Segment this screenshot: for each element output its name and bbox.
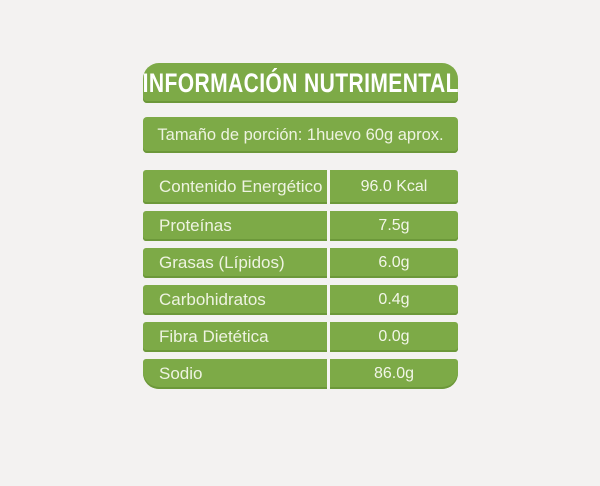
table-row: Sodio 86.0g	[143, 359, 458, 389]
table-row: Proteínas 7.5g	[143, 211, 458, 241]
nutrient-value: 96.0 Kcal	[327, 170, 458, 204]
nutrition-label: INFORMACIÓN NUTRIMENTAL Tamaño de porció…	[142, 63, 459, 389]
table-row: Carbohidratos 0.4g	[143, 285, 458, 315]
nutrient-name: Fibra Dietética	[159, 327, 269, 346]
nutrition-label-title: INFORMACIÓN NUTRIMENTAL	[142, 67, 459, 98]
table-row: Fibra Dietética 0.0g	[143, 322, 458, 352]
serving-size-bar: Tamaño de porción: 1huevo 60g aprox.	[143, 117, 458, 153]
nutrient-name: Grasas (Lípidos)	[159, 253, 285, 272]
nutrient-value: 7.5g	[327, 211, 458, 241]
nutrient-name: Contenido Energético	[159, 177, 323, 196]
nutrient-value: 0.0g	[327, 322, 458, 352]
nutrient-value: 0.4g	[327, 285, 458, 315]
nutrition-table: Contenido Energético 96.0 Kcal Proteínas…	[143, 170, 458, 389]
nutrient-name: Carbohidratos	[159, 290, 266, 309]
serving-size-text: Tamaño de porción: 1huevo 60g aprox.	[157, 125, 444, 144]
table-row: Grasas (Lípidos) 6.0g	[143, 248, 458, 278]
nutrient-name: Proteínas	[159, 216, 232, 235]
table-row: Contenido Energético 96.0 Kcal	[143, 170, 458, 204]
nutrition-label-header: INFORMACIÓN NUTRIMENTAL	[142, 63, 459, 103]
nutrient-value: 6.0g	[327, 248, 458, 278]
nutrient-name: Sodio	[159, 364, 203, 383]
nutrient-value: 86.0g	[327, 359, 458, 389]
